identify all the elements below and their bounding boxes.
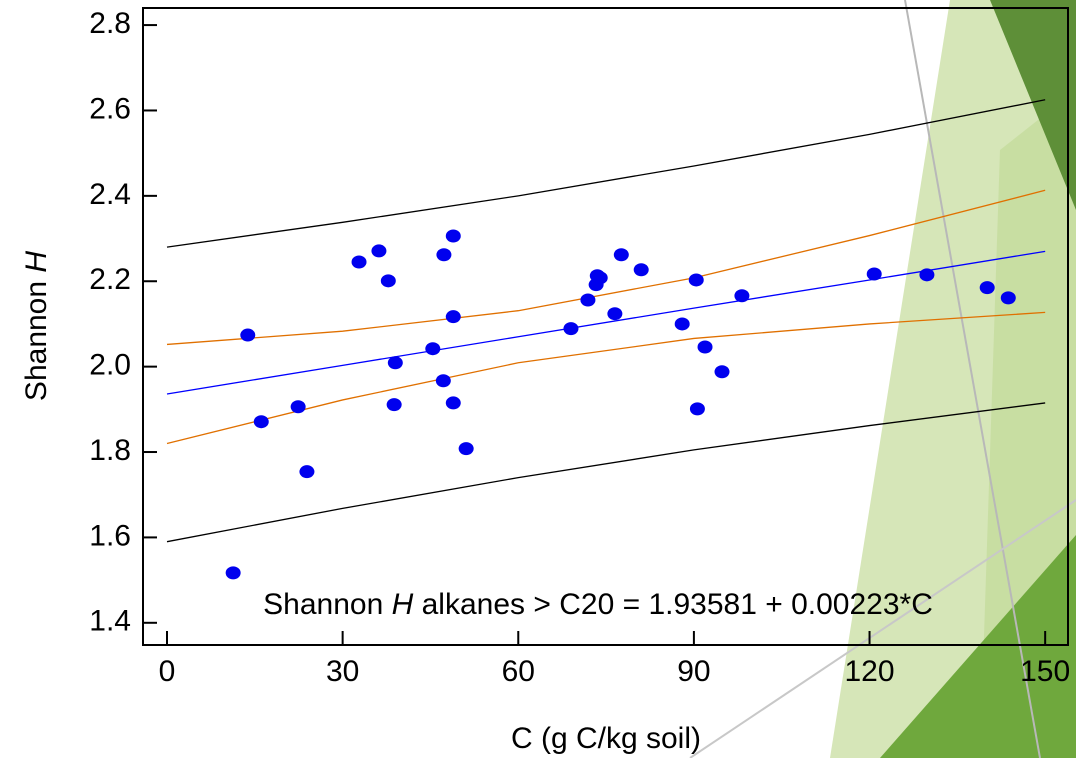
x-axis-title: C (g C/kg soil) <box>511 722 701 755</box>
y-tick-label: 1.8 <box>89 434 131 467</box>
fit-line <box>166 99 1046 248</box>
point <box>688 273 704 287</box>
slide-decoration <box>689 0 1076 758</box>
point <box>299 465 315 479</box>
y-title-part: H <box>20 251 53 273</box>
y-tick-label: 2.0 <box>89 349 131 382</box>
point <box>458 442 474 456</box>
point <box>580 293 596 307</box>
point <box>425 342 441 356</box>
point <box>445 310 461 324</box>
point <box>613 248 629 262</box>
fit-line <box>166 189 1046 346</box>
fit-line <box>166 250 1046 395</box>
point <box>714 365 730 379</box>
point <box>290 400 306 414</box>
point <box>351 255 367 269</box>
point <box>866 267 882 281</box>
point <box>697 340 713 354</box>
x-tick-label: 30 <box>326 655 359 688</box>
x-tick-label: 120 <box>845 655 895 688</box>
point <box>979 281 995 295</box>
point <box>592 271 608 285</box>
y-axis-title: Shannon H <box>20 251 53 401</box>
point <box>919 268 935 282</box>
y-tick-label: 2.8 <box>89 7 131 40</box>
point <box>1000 291 1016 305</box>
point <box>380 274 396 288</box>
equation-part: H <box>392 588 414 621</box>
point <box>435 374 451 388</box>
point <box>633 263 649 277</box>
y-tick-label: 2.4 <box>89 178 131 211</box>
deco-shape <box>990 0 1076 210</box>
deco-line <box>904 0 1041 758</box>
point <box>387 356 403 370</box>
point <box>607 307 623 321</box>
x-tick-label: 0 <box>159 655 176 688</box>
deco-shape <box>880 535 1076 758</box>
fit-line <box>166 402 1046 543</box>
x-tick-label: 60 <box>502 655 535 688</box>
point <box>386 398 402 412</box>
equation-part: alkanes > C20 = 1.93581 + 0.00223*C <box>422 588 933 621</box>
y-title-part: Shannon <box>20 281 53 401</box>
plot-frame <box>142 7 1069 646</box>
y-tick-label: 1.4 <box>89 605 131 638</box>
point <box>445 229 461 243</box>
point <box>436 248 452 262</box>
equation-part: Shannon <box>263 588 383 621</box>
point <box>445 396 461 410</box>
point <box>240 328 256 342</box>
deco-line <box>689 499 1076 758</box>
y-tick-label: 2.6 <box>89 92 131 125</box>
point <box>253 415 269 429</box>
point <box>674 317 690 331</box>
point <box>734 289 750 303</box>
x-tick-label: 90 <box>677 655 710 688</box>
point <box>225 566 241 580</box>
point <box>371 244 387 258</box>
y-tick-label: 1.6 <box>89 519 131 552</box>
fit-line <box>166 311 1046 445</box>
point <box>689 402 705 416</box>
x-tick-label: 150 <box>1020 655 1070 688</box>
point <box>563 322 579 336</box>
equation: Shannon H alkanes > C20 = 1.93581 + 0.00… <box>263 588 933 621</box>
y-tick-label: 2.2 <box>89 263 131 296</box>
